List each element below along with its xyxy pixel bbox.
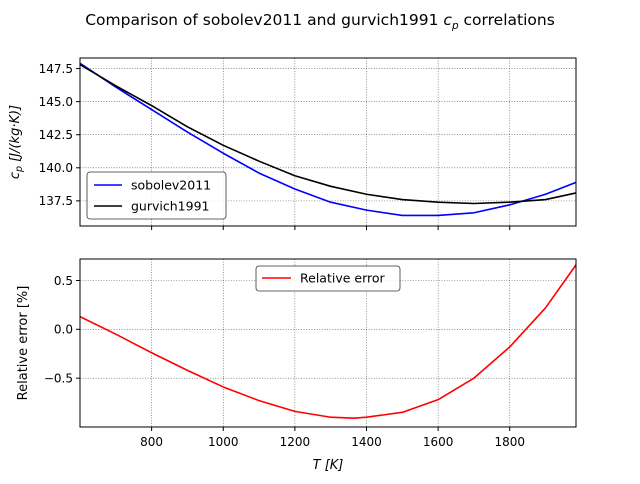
y-tick-label: 0.5 xyxy=(54,274,73,288)
x-tick-label: 1000 xyxy=(208,435,239,449)
series-line-gurvich1991 xyxy=(79,63,577,205)
x-tick-label: 800 xyxy=(140,435,163,449)
legend-top: sobolev2011 gurvich1991 xyxy=(86,171,227,220)
y-tick-label: −0.5 xyxy=(44,371,73,385)
y-tick-label: 147.5 xyxy=(39,62,73,76)
subplot-2: −0.5 0.0 0.5 800 1000 1200 1400 1600 1800 xyxy=(44,258,577,449)
subplot-1: 137.5 140.0 142.5 145.0 147.5 xyxy=(39,57,577,230)
plot-frame xyxy=(79,57,577,227)
y-tick-label: 0.0 xyxy=(54,323,73,337)
y-tick-label: 140.0 xyxy=(39,161,73,175)
x-tick-label: 1200 xyxy=(280,435,311,449)
y-tick-label: 137.5 xyxy=(39,194,73,208)
legend-box xyxy=(255,265,401,292)
legend-label-gurvich1991: gurvich1991 xyxy=(131,199,209,214)
x-tick-label: 1800 xyxy=(494,435,525,449)
legend-box xyxy=(86,171,227,220)
y-tick-label: 145.0 xyxy=(39,95,73,109)
legend-label-relative-error: Relative error xyxy=(300,271,386,286)
y-axis-label-cp: cp [J/(kg·K)] xyxy=(8,105,25,179)
x-axis-label-temperature: T [K] xyxy=(313,458,344,473)
y-tick-label: 142.5 xyxy=(39,128,73,142)
series-line-Relative error xyxy=(79,264,577,420)
legend-label-sobolev2011: sobolev2011 xyxy=(131,178,211,193)
chart-title: Comparison of sobolev2011 and gurvich199… xyxy=(85,11,555,32)
y-axis-label-relative-error: Relative error [%] xyxy=(16,286,31,401)
series-line-sobolev2011 xyxy=(79,62,577,217)
legend-bottom: Relative error xyxy=(255,265,401,292)
plot-frame xyxy=(79,258,577,428)
x-tick-label: 1600 xyxy=(423,435,454,449)
x-tick-label: 1400 xyxy=(351,435,382,449)
